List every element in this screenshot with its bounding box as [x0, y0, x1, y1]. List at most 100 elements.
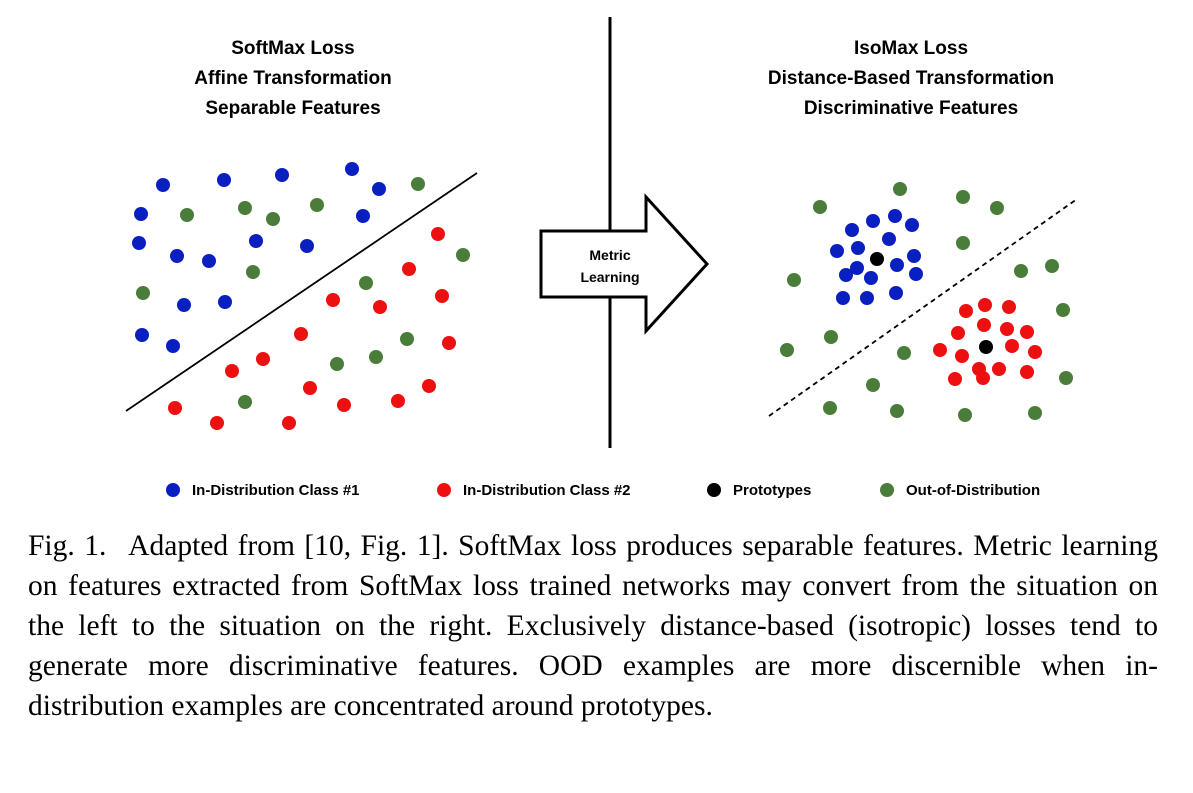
caption-label: Fig. 1.: [28, 530, 107, 562]
legend-dot-icon: [166, 483, 180, 497]
class1-point: [135, 328, 149, 342]
legend-label: In-Distribution Class #2: [463, 481, 631, 499]
ood-point: [893, 182, 907, 196]
class2-point: [391, 394, 405, 408]
class2-point: [992, 362, 1006, 376]
class1-point: [166, 339, 180, 353]
class2-point: [225, 364, 239, 378]
class1-point: [905, 218, 919, 232]
class2-point: [955, 349, 969, 363]
figure-caption: Fig. 1. Adapted from [10, Fig. 1]. SoftM…: [28, 526, 1158, 726]
class2-point: [1000, 322, 1014, 336]
class1-point: [170, 249, 184, 263]
ood-point: [787, 273, 801, 287]
prototype-class2: [979, 340, 993, 354]
class1-point: [217, 173, 231, 187]
class2-point: [282, 416, 296, 430]
ood-point: [369, 350, 383, 364]
class2-point: [933, 343, 947, 357]
legend-item-ood: Out-of-Distribution: [880, 479, 1040, 501]
class2-point: [1020, 365, 1034, 379]
class2-point: [442, 336, 456, 350]
legend-label: In-Distribution Class #1: [192, 481, 360, 499]
legend-item-prototypes: Prototypes: [707, 479, 811, 501]
class2-point: [256, 352, 270, 366]
class2-point: [337, 398, 351, 412]
caption-text: Adapted from [10, Fig. 1]. SoftMax loss …: [28, 530, 1158, 722]
class1-point: [866, 214, 880, 228]
ood-point: [238, 201, 252, 215]
class1-point: [372, 182, 386, 196]
class2-point: [977, 318, 991, 332]
ood-point: [310, 198, 324, 212]
ood-point: [824, 330, 838, 344]
class2-point: [1002, 300, 1016, 314]
left-points: [132, 162, 470, 430]
class1-point: [882, 232, 896, 246]
class2-point: [948, 372, 962, 386]
class1-point: [890, 258, 904, 272]
arrow-label: Metric Learning: [540, 244, 680, 288]
class1-point: [845, 223, 859, 237]
metric-learning-arrow: [539, 193, 710, 335]
ood-point: [890, 404, 904, 418]
legend-item-class2: In-Distribution Class #2: [437, 479, 631, 501]
legend-dot-icon: [437, 483, 451, 497]
prototype-class1: [870, 252, 884, 266]
class2-point: [294, 327, 308, 341]
right-title-line: IsoMax Loss: [853, 38, 969, 59]
ood-point: [823, 401, 837, 415]
left-panel-title: SoftMax Loss Affine Transformation Separ…: [93, 34, 493, 124]
ood-point: [136, 286, 150, 300]
left-title-line: SoftMax Loss: [231, 38, 355, 59]
ood-point: [1056, 303, 1070, 317]
legend-label: Prototypes: [733, 481, 812, 499]
ood-point: [780, 343, 794, 357]
right-separator-line: [768, 198, 1078, 417]
ood-point: [266, 212, 280, 226]
class1-point: [909, 267, 923, 281]
ood-point: [238, 395, 252, 409]
class2-point: [303, 381, 317, 395]
ood-point: [456, 248, 470, 262]
ood-point: [400, 332, 414, 346]
class1-point: [218, 295, 232, 309]
ood-point: [956, 190, 970, 204]
class1-point: [851, 241, 865, 255]
ood-point: [1045, 259, 1059, 273]
class1-point: [300, 239, 314, 253]
class1-point: [356, 209, 370, 223]
class2-point: [978, 298, 992, 312]
class2-point: [210, 416, 224, 430]
class2-point: [951, 326, 965, 340]
legend-dot-icon: [880, 483, 894, 497]
legend-label: Out-of-Distribution: [906, 481, 1041, 499]
class1-point: [202, 254, 216, 268]
class2-point: [435, 289, 449, 303]
class1-point: [275, 168, 289, 182]
class1-point: [249, 234, 263, 248]
ood-point: [990, 201, 1004, 215]
class1-point: [177, 298, 191, 312]
figure: SoftMax Loss Affine Transformation Separ…: [93, 17, 1111, 501]
right-title-line: Distance-Based Transformation: [767, 68, 1055, 89]
right-title-line: Discriminative Features: [803, 98, 1019, 119]
right-panel-title: IsoMax Loss Distance-Based Transformatio…: [711, 34, 1111, 124]
ood-point: [180, 208, 194, 222]
arrow-label-line: Learning: [580, 269, 640, 285]
figure-canvas: [125, 17, 1078, 448]
class1-point: [864, 271, 878, 285]
class1-point: [860, 291, 874, 305]
class1-point: [156, 178, 170, 192]
ood-point: [956, 236, 970, 250]
ood-point: [958, 408, 972, 422]
ood-point: [1028, 406, 1042, 420]
class1-point: [345, 162, 359, 176]
class2-point: [959, 304, 973, 318]
class1-point: [907, 249, 921, 263]
ood-point: [813, 200, 827, 214]
class1-point: [836, 291, 850, 305]
legend-item-class1: In-Distribution Class #1: [166, 479, 360, 501]
ood-point: [866, 378, 880, 392]
class2-point: [1028, 345, 1042, 359]
